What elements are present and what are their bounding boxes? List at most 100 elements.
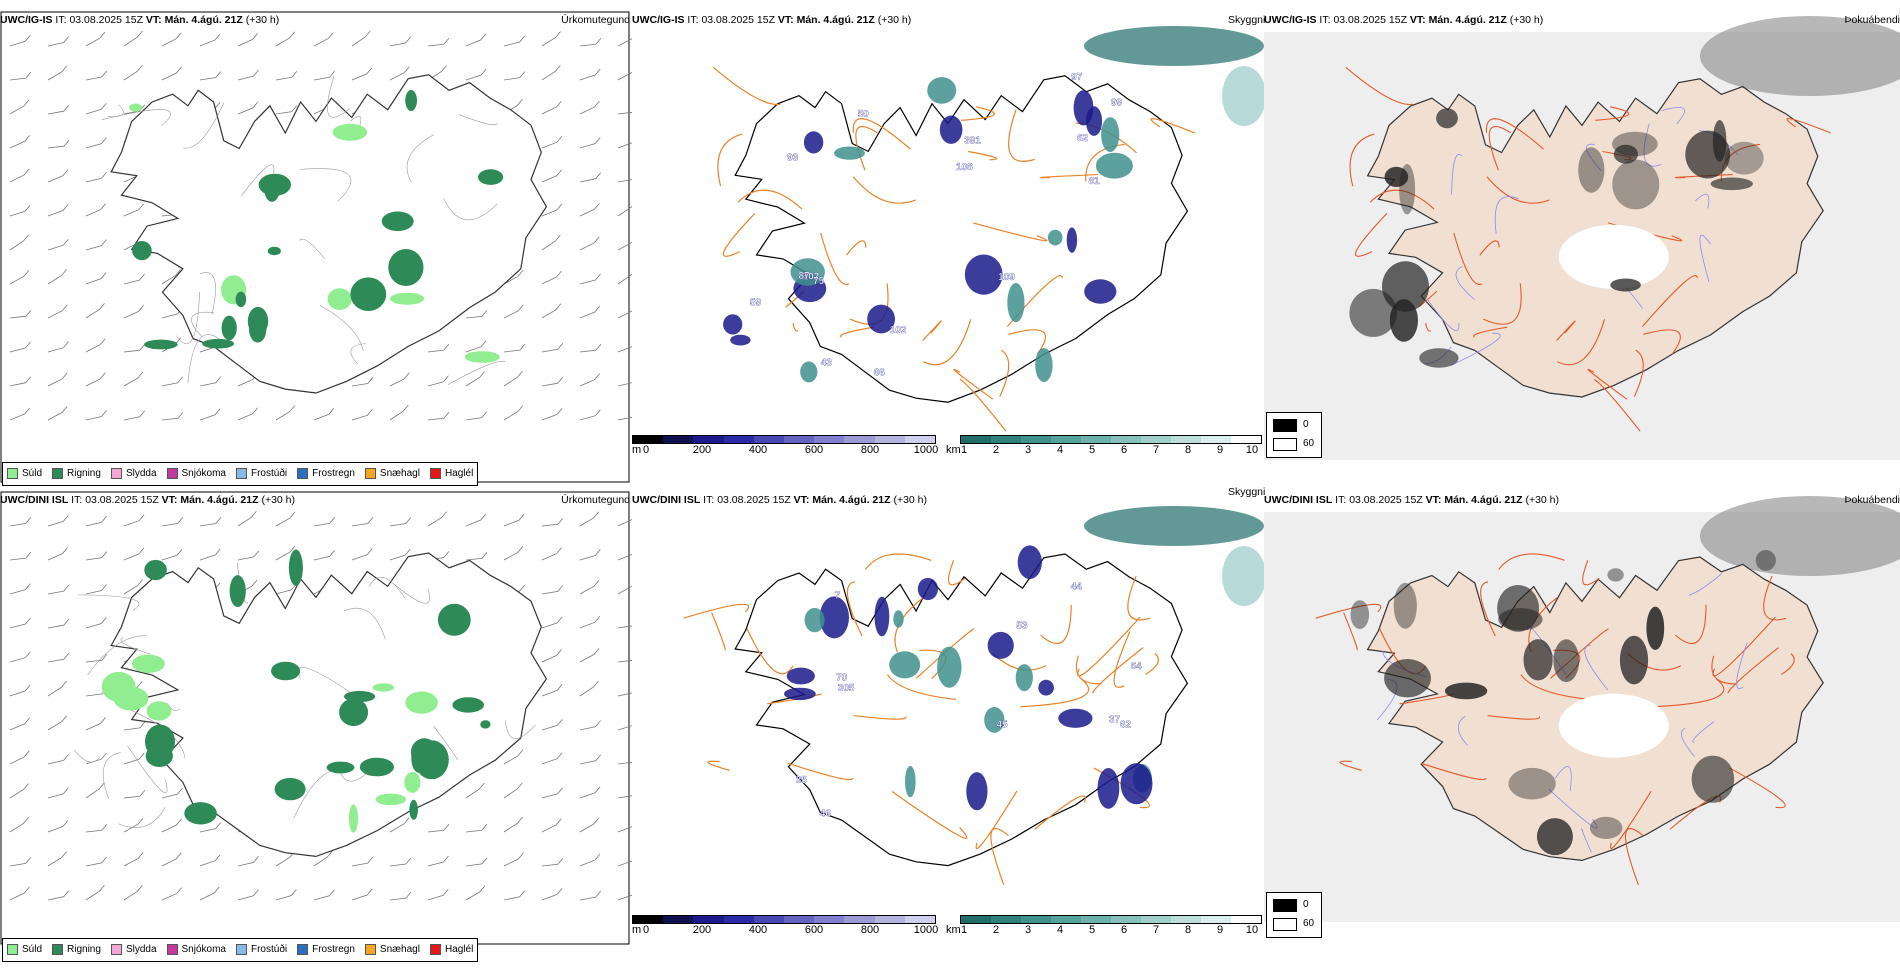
- wind-barb: [541, 719, 563, 731]
- wind-barb: [617, 111, 632, 115]
- wind-barb: [161, 517, 184, 527]
- precip-area: [405, 691, 438, 714]
- colorbar-tick: 400: [748, 444, 768, 456]
- wind-barb: [617, 761, 632, 765]
- it-value: 03.08.2025 15Z: [69, 14, 143, 26]
- colorbar-tick: 600: [804, 444, 824, 456]
- colorbar-tick: 8: [1184, 924, 1192, 936]
- colorbar-cell: [1201, 916, 1231, 923]
- visibility-colorbar: km 1 2 3 4 5 6 7 8 9 10: [946, 435, 1262, 456]
- wind-barb: [617, 585, 632, 595]
- river: [1688, 573, 1723, 596]
- legend-label: Snjókoma: [181, 944, 226, 956]
- cloud-base-area: [1035, 348, 1053, 382]
- colorbar-cell: [1141, 916, 1171, 923]
- colorbar-cell: [663, 916, 694, 923]
- wind-barb: [617, 179, 632, 183]
- colorbar-cell: [1171, 916, 1201, 923]
- wind-barb: [161, 66, 182, 81]
- wind-barb: [85, 551, 108, 561]
- wind-barb: [579, 273, 601, 285]
- wind-barb: [123, 547, 145, 561]
- wind-barb: [351, 856, 374, 867]
- road: [1480, 581, 1496, 637]
- road: [1675, 604, 1707, 645]
- wind-barb: [465, 310, 488, 319]
- road: [852, 176, 916, 204]
- wind-barb: [465, 68, 487, 81]
- road: [1593, 378, 1641, 432]
- legend-swatch: [364, 468, 376, 480]
- fog-index-area: [1619, 635, 1649, 685]
- wind-barb: [199, 408, 221, 421]
- wind-barb: [503, 514, 525, 527]
- road: [787, 762, 854, 781]
- legend-label: Frostúði: [250, 468, 288, 480]
- precip-area: [271, 661, 301, 681]
- wind-barb: [465, 513, 487, 527]
- wind-barb: [9, 583, 31, 595]
- fog-index-area: [1523, 639, 1553, 681]
- road: [350, 343, 366, 365]
- road: [1720, 143, 1761, 182]
- wind-barb: [161, 787, 183, 799]
- wind-barb: [579, 343, 602, 353]
- road: [1498, 553, 1565, 570]
- precip-area: [248, 314, 267, 343]
- fog-legend-high: 60: [1303, 438, 1315, 449]
- road: [840, 326, 875, 338]
- colorbar-cell: [1081, 916, 1111, 923]
- road: [999, 349, 1010, 397]
- fog-index-area: [1610, 278, 1641, 292]
- wind-barb: [617, 38, 632, 47]
- wind-barb: [503, 546, 524, 561]
- colorbar-tick: 200: [692, 444, 712, 456]
- colorbar-cell: [784, 916, 815, 923]
- precip-area: [405, 90, 417, 111]
- wind-barb: [123, 410, 146, 421]
- wind-barb: [237, 69, 259, 81]
- wind-barb: [617, 692, 632, 697]
- model-name: UWC/IG-IS: [632, 14, 685, 26]
- wind-barb: [541, 616, 563, 629]
- precip-legend-item: Frostúði: [235, 468, 288, 480]
- roads: [712, 66, 1195, 432]
- lead-time: (+30 h): [261, 494, 296, 506]
- vt-value: Mán. 4.ágú. 21Z: [180, 494, 259, 506]
- wind-barb: [47, 653, 70, 663]
- precip-legend-item: Haglél: [429, 468, 473, 480]
- road: [1355, 213, 1388, 257]
- wind-barb: [85, 856, 108, 867]
- wind-barb: [47, 584, 70, 595]
- vt-value: Mán. 4.ágú. 21Z: [1444, 494, 1523, 506]
- colorbar-cells: [960, 435, 1262, 444]
- cloud-base-label: 53: [1016, 620, 1028, 631]
- fog-index-area: [1755, 550, 1776, 571]
- road: [746, 628, 794, 675]
- precip-area: [390, 292, 425, 305]
- wind-barb: [199, 376, 222, 387]
- wind-barb: [541, 547, 562, 561]
- fog-index-area: [1646, 606, 1665, 650]
- road: [959, 378, 1007, 432]
- precip-legend-item: Slydda: [110, 468, 157, 480]
- road: [1343, 612, 1358, 651]
- wind-barb: [85, 137, 107, 149]
- wind-barb: [541, 518, 564, 527]
- fog-index-areas: [1350, 550, 1776, 856]
- colorbar-tick: 10: [1245, 924, 1259, 936]
- road: [340, 772, 367, 782]
- fog-index-areas: [1349, 108, 1764, 368]
- colorbar-cell: [633, 436, 664, 443]
- wind-barb: [123, 64, 143, 81]
- colorbar-tick: 2: [992, 444, 1000, 456]
- wind-barb: [85, 103, 107, 115]
- field-name-visibility: Skyggni: [1228, 14, 1266, 26]
- wind-barb: [389, 404, 409, 421]
- vt-label: VT:: [145, 14, 162, 26]
- river: [1643, 123, 1662, 167]
- precip-map: [0, 11, 632, 483]
- cloud-base-area: [784, 687, 816, 701]
- fog-legend-low: 0: [1303, 419, 1309, 430]
- river: [1699, 234, 1711, 283]
